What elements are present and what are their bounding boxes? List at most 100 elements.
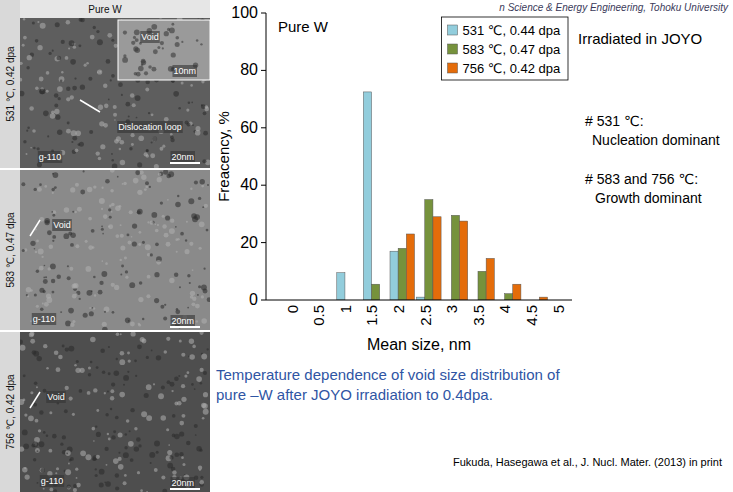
texture-dot (114, 285, 119, 290)
y-tick-label: 0 (249, 291, 258, 308)
texture-dot (104, 104, 109, 109)
note: Nucleation dominant (592, 132, 720, 148)
texture-dot (37, 450, 39, 452)
texture-dot (49, 245, 53, 249)
y-tick (261, 185, 266, 186)
texture-dot (136, 72, 141, 77)
texture-dot (61, 71, 64, 74)
texture-dot (159, 172, 163, 176)
texture-dot (120, 333, 122, 335)
texture-dot (23, 399, 26, 402)
texture-dot (125, 276, 128, 279)
texture-dot (44, 220, 49, 225)
texture-dot (46, 90, 49, 93)
texture-dot (200, 43, 202, 45)
texture-dot (194, 388, 196, 390)
texture-dot (75, 244, 79, 248)
texture-dot (176, 251, 178, 253)
texture-dot (175, 238, 178, 241)
texture-dot (120, 246, 125, 251)
texture-dot (164, 117, 169, 122)
x-tick-label: 4 (496, 305, 513, 313)
texture-dot (190, 188, 192, 190)
texture-dot (146, 384, 152, 390)
texture-dot (161, 386, 165, 390)
texture-dot (111, 203, 115, 207)
texture-dot (46, 297, 52, 303)
texture-dot (79, 298, 81, 300)
texture-dot (66, 20, 71, 25)
texture-dot (168, 171, 174, 177)
micrograph-text: g-110 (39, 152, 61, 162)
texture-dot (97, 69, 102, 74)
texture-dot (141, 411, 147, 417)
texture-dot (53, 172, 59, 178)
micrograph-text: 20nm (171, 152, 194, 162)
texture-dot (181, 414, 185, 418)
texture-dot (121, 94, 123, 96)
texture-dot (68, 462, 70, 464)
texture-dot (52, 192, 54, 194)
texture-dot (27, 55, 32, 60)
x-tick-label: 0 (284, 305, 301, 313)
texture-dot (23, 36, 27, 40)
texture-dot (181, 41, 183, 43)
y-tick-label: 40 (240, 176, 258, 193)
texture-dot (199, 221, 205, 227)
texture-dot (37, 45, 42, 50)
texture-dot (151, 67, 156, 72)
texture-dot (162, 224, 166, 228)
texture-dot (181, 353, 185, 357)
texture-dot (32, 21, 35, 24)
texture-dot (135, 375, 137, 377)
texture-dot (75, 468, 78, 471)
texture-dot (75, 148, 79, 152)
texture-dot (57, 86, 63, 92)
texture-dot (105, 413, 108, 416)
texture-dot (129, 430, 131, 432)
texture-dot (172, 414, 176, 418)
scale-bar (170, 162, 200, 164)
texture-dot (20, 62, 23, 65)
texture-dot (166, 428, 169, 431)
texture-dot (80, 85, 85, 90)
texture-dot (100, 144, 105, 149)
text-patch (52, 219, 72, 231)
texture-dot (75, 293, 77, 295)
texture-dot (40, 23, 46, 29)
texture-dot (66, 453, 68, 455)
texture-dot (104, 311, 106, 313)
texture-dot (184, 374, 187, 377)
arrow (30, 220, 40, 236)
texture-dot (169, 28, 175, 34)
texture-dot (133, 178, 139, 184)
texture-dot (80, 450, 86, 456)
texture-dot (149, 221, 153, 225)
texture-dot (149, 186, 151, 188)
texture-dot (200, 382, 203, 385)
texture-dot (137, 471, 140, 474)
texture-dot (111, 153, 113, 155)
y-tick (261, 242, 266, 243)
y-axis (266, 13, 267, 300)
texture-dot (202, 403, 208, 409)
texture-dot (93, 307, 96, 310)
texture-dot (68, 232, 72, 236)
texture-dot (94, 294, 96, 296)
texture-dot (175, 202, 181, 208)
texture-dot (125, 433, 128, 436)
texture-dot (123, 481, 127, 485)
bar (390, 251, 398, 300)
texture-dot (175, 36, 179, 40)
micrograph-text: g-110 (33, 314, 55, 324)
texture-dot (120, 351, 125, 356)
texture-dot (169, 228, 175, 234)
texture-dot (105, 481, 111, 487)
texture-dot (30, 289, 32, 291)
texture-dot (108, 224, 113, 229)
texture-dot (203, 111, 207, 115)
caption: Temperature dependence of void size dist… (216, 366, 560, 383)
texture-dot (181, 384, 185, 388)
texture-dot (166, 242, 171, 247)
texture-dot (88, 245, 93, 250)
